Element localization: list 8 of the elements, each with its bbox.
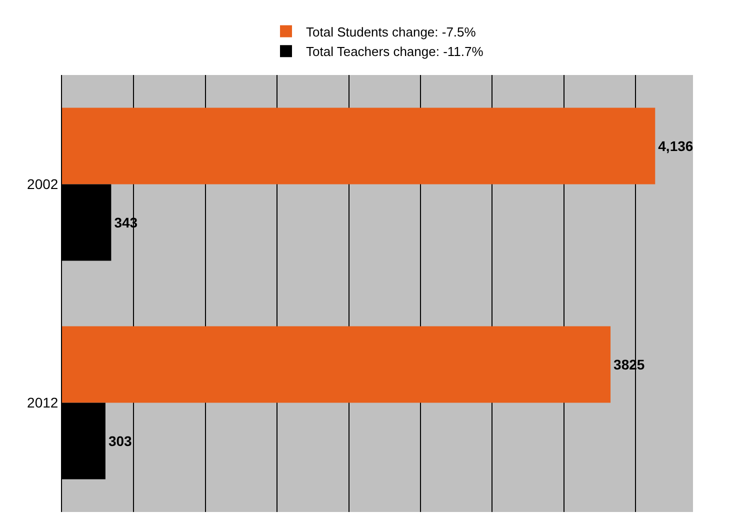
data-label: 303 bbox=[108, 432, 132, 449]
data-label: 4,136 bbox=[658, 138, 694, 154]
legend-label: Total Teachers change: -11.7% bbox=[306, 44, 484, 60]
bar bbox=[62, 326, 611, 403]
y-tick-label: 2002 bbox=[27, 176, 58, 192]
y-tick-label: 2012 bbox=[27, 394, 58, 411]
bar bbox=[62, 108, 656, 184]
legend-label: Total Students change: -7.5% bbox=[306, 24, 476, 40]
